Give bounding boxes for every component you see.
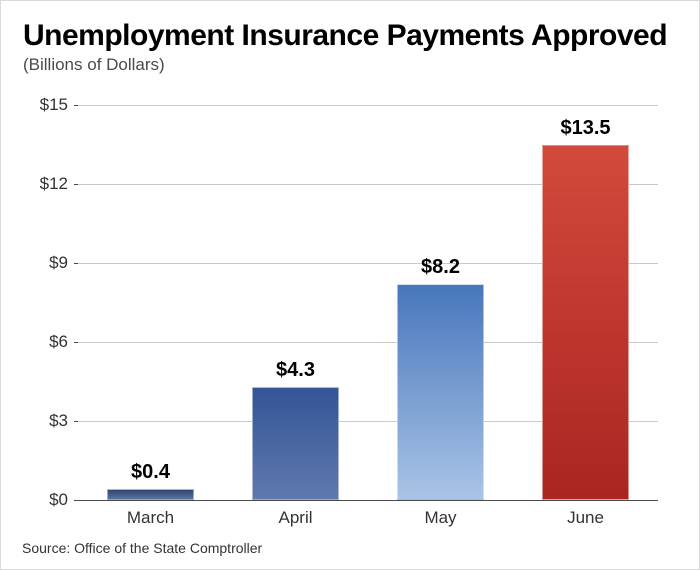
y-tick-label: $9 xyxy=(49,253,68,273)
bar-value-label: $8.2 xyxy=(421,256,460,279)
y-tick-label: $12 xyxy=(40,174,68,194)
y-tick xyxy=(74,500,78,501)
x-axis-line xyxy=(78,500,658,501)
bar: $4.3 xyxy=(252,387,339,500)
bar-chart: $0$3$6$9$12$15$0.4March$4.3April$8.2May$… xyxy=(78,105,658,500)
category-label: March xyxy=(127,508,174,528)
category-label: April xyxy=(278,508,312,528)
y-tick-label: $6 xyxy=(49,332,68,352)
bar-value-label: $4.3 xyxy=(276,359,315,382)
bar: $8.2 xyxy=(397,284,484,500)
category-column: $4.3April xyxy=(223,105,368,500)
category-label: June xyxy=(567,508,604,528)
category-column: $0.4March xyxy=(78,105,223,500)
y-tick-label: $15 xyxy=(40,95,68,115)
y-tick-label: $0 xyxy=(49,490,68,510)
category-label: May xyxy=(424,508,456,528)
category-column: $13.5June xyxy=(513,105,658,500)
source-text: Source: Office of the State Comptroller xyxy=(22,540,262,556)
bar-value-label: $0.4 xyxy=(131,461,170,484)
bar-value-label: $13.5 xyxy=(560,117,610,140)
y-tick-label: $3 xyxy=(49,411,68,431)
bar: $0.4 xyxy=(107,489,194,500)
chart-subtitle: (Billions of Dollars) xyxy=(23,55,677,75)
category-column: $8.2May xyxy=(368,105,513,500)
chart-title: Unemployment Insurance Payments Approved xyxy=(23,19,677,53)
bar: $13.5 xyxy=(542,145,629,501)
